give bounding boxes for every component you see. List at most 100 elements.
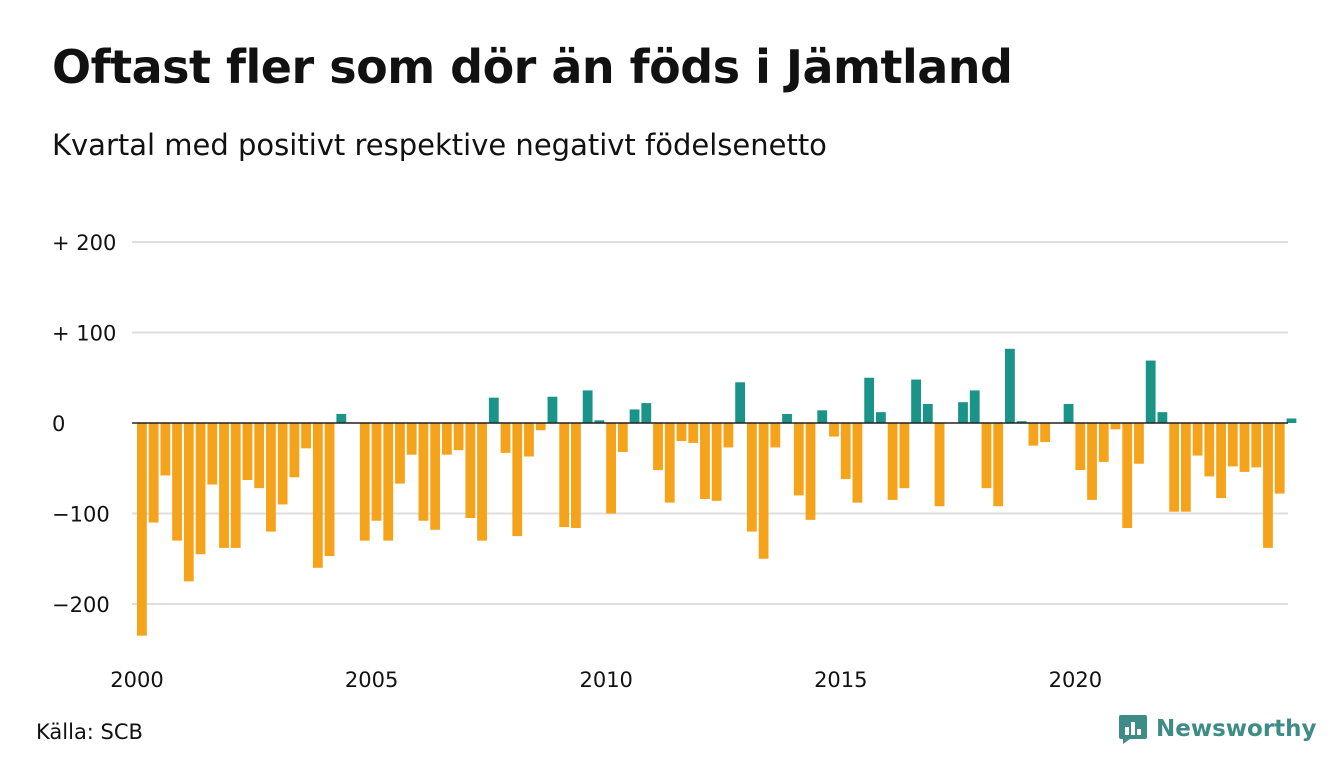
bar: [981, 423, 992, 489]
bar: [254, 423, 265, 489]
bar: [406, 423, 417, 455]
bar: [418, 423, 429, 521]
bar: [477, 423, 487, 541]
bar: [746, 423, 757, 532]
bar: [1274, 423, 1285, 494]
bar: [207, 423, 218, 485]
bar: [266, 423, 276, 532]
bar: [395, 423, 405, 484]
chart-title: Oftast fler som dör än föds i Jämtland: [52, 40, 1013, 94]
bar: [1216, 423, 1226, 499]
bar: [371, 423, 382, 521]
bar: [629, 409, 640, 423]
bar: [465, 423, 476, 519]
bar: [1028, 423, 1039, 446]
chart-subtitle: Kvartal med positivt respektive negativt…: [52, 128, 827, 162]
bar: [1122, 423, 1133, 528]
bar: [1016, 421, 1027, 423]
bar: [524, 423, 534, 457]
bar: [993, 423, 1004, 507]
bar: [864, 377, 875, 423]
bar: [688, 423, 699, 443]
x-tick-label: 2020: [1049, 668, 1102, 692]
bar: [782, 413, 792, 423]
bar: [594, 420, 605, 423]
bar: [312, 423, 323, 568]
x-tick-label: 2010: [579, 668, 632, 692]
bar: [770, 423, 781, 448]
bar: [1204, 423, 1215, 477]
bar: [1263, 423, 1273, 548]
y-tick-label: + 100: [52, 322, 116, 346]
bar: [242, 423, 253, 481]
bar: [1134, 423, 1144, 464]
y-tick-label: 0: [52, 412, 65, 436]
bar: [606, 423, 616, 514]
bar: [641, 403, 652, 423]
source-note: Källa: SCB: [36, 720, 143, 744]
bar: [1098, 423, 1109, 462]
bar: [195, 423, 206, 555]
bar: [958, 402, 968, 423]
bar: [723, 423, 734, 448]
bar: [1040, 423, 1051, 442]
bar: [559, 423, 570, 528]
bar: [1087, 423, 1097, 500]
bar: [172, 423, 182, 541]
bar: [840, 423, 851, 480]
bar: [512, 423, 523, 537]
bar: [852, 423, 863, 503]
newsworthy-logo-icon: [1119, 715, 1147, 744]
bar: [922, 404, 933, 423]
bar: [617, 423, 628, 452]
bar: [829, 423, 839, 437]
bar: [1286, 418, 1297, 423]
bar: [911, 379, 921, 423]
bar: [817, 410, 828, 423]
bar: [711, 423, 722, 501]
bar: [230, 423, 241, 548]
bar: [793, 423, 804, 496]
bar: [887, 423, 898, 500]
bar: [899, 423, 910, 489]
x-tick-label: 2000: [110, 668, 163, 692]
bar: [1251, 423, 1262, 468]
bar: [336, 413, 347, 423]
bar: [137, 423, 147, 636]
bar: [934, 423, 945, 507]
bar: [289, 423, 300, 478]
bar: [453, 423, 464, 451]
bar: [219, 423, 229, 548]
bar: [488, 397, 499, 423]
bar: [1145, 360, 1156, 423]
bar: [277, 423, 288, 505]
bar: [500, 423, 511, 453]
bar: [969, 390, 980, 423]
x-tick-label: 2015: [814, 668, 867, 692]
bar: [430, 423, 441, 530]
bar: [582, 390, 593, 423]
bar: [1192, 423, 1203, 456]
y-tick-label: −100: [52, 503, 110, 527]
bar: [1110, 423, 1121, 430]
bar: [1180, 423, 1191, 512]
bar: [1169, 423, 1180, 512]
bar: [664, 423, 675, 503]
bar: [324, 423, 335, 557]
bar: [301, 423, 312, 449]
bar: [1239, 423, 1250, 472]
bar: [875, 412, 886, 423]
bar: [735, 382, 746, 423]
bar: [805, 423, 816, 520]
bar: [1075, 423, 1086, 471]
bar: [383, 423, 394, 541]
bar: [700, 423, 710, 500]
brand-name: Newsworthy: [1156, 716, 1317, 742]
bar: [1157, 412, 1168, 423]
bar-chart: + 200 + 100 0 −100 −200 2000 2005 2010 2015 2020: [52, 231, 1297, 692]
brand-logo: Newsworthy: [1118, 713, 1317, 745]
bar: [1063, 404, 1074, 423]
bar: [547, 396, 558, 423]
bar: [148, 423, 159, 523]
bar: [676, 423, 687, 442]
